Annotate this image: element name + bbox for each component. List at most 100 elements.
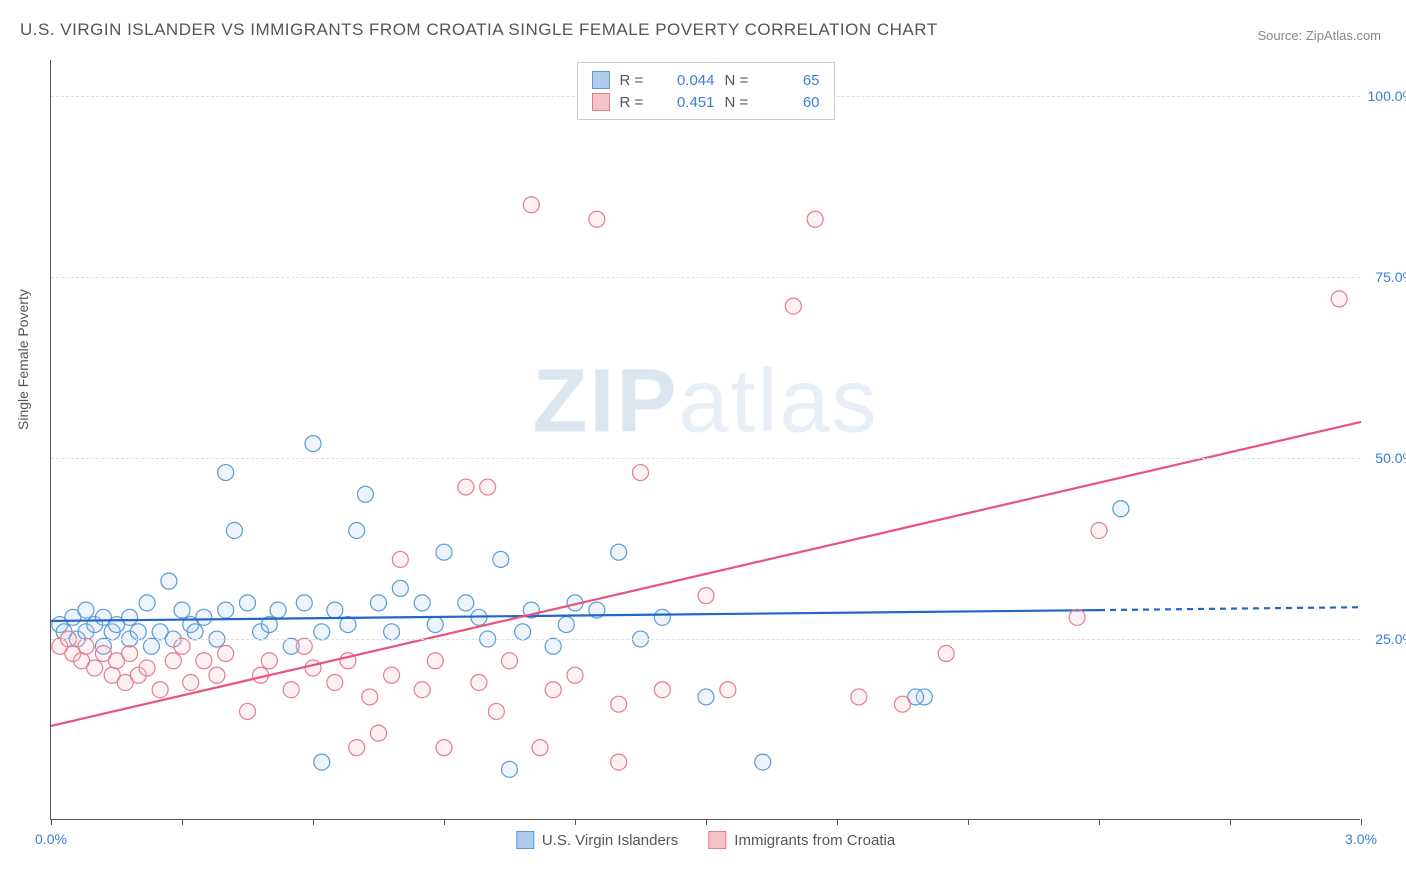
n-label: N = (725, 94, 755, 111)
data-point-series-1 (611, 754, 627, 770)
data-point-series-0 (218, 465, 234, 481)
data-point-series-0 (143, 638, 159, 654)
data-point-series-1 (589, 211, 605, 227)
data-point-series-0 (187, 624, 203, 640)
data-point-series-0 (357, 486, 373, 502)
n-value-0: 65 (765, 72, 820, 89)
data-point-series-1 (532, 740, 548, 756)
x-tick-label: 3.0% (1345, 831, 1377, 847)
correlation-legend: R = 0.044 N = 65 R = 0.451 N = 60 (577, 62, 835, 120)
data-point-series-1 (165, 653, 181, 669)
source-attribution: Source: ZipAtlas.com (1257, 28, 1381, 43)
x-tick (313, 819, 314, 825)
r-value-0: 0.044 (660, 72, 715, 89)
data-point-series-0 (436, 544, 452, 560)
data-point-series-0 (305, 436, 321, 452)
data-point-series-1 (261, 653, 277, 669)
data-point-series-0 (371, 595, 387, 611)
data-point-series-1 (436, 740, 452, 756)
data-point-series-0 (654, 609, 670, 625)
r-label: R = (620, 72, 650, 89)
data-point-series-0 (1113, 501, 1129, 517)
data-point-series-0 (130, 624, 146, 640)
y-axis-title: Single Female Poverty (15, 289, 31, 430)
legend-swatch-1 (592, 93, 610, 111)
data-point-series-1 (122, 646, 138, 662)
n-label: N = (725, 72, 755, 89)
x-tick (444, 819, 445, 825)
legend-swatch-0 (592, 71, 610, 89)
data-point-series-1 (283, 682, 299, 698)
data-point-series-1 (392, 551, 408, 567)
data-point-series-0 (161, 573, 177, 589)
trend-line-series-1 (51, 422, 1361, 726)
y-tick-label: 75.0% (1375, 269, 1406, 285)
data-point-series-1 (488, 703, 504, 719)
y-tick-label: 50.0% (1375, 450, 1406, 466)
legend-row-series-1: R = 0.451 N = 60 (592, 91, 820, 113)
data-point-series-1 (611, 696, 627, 712)
x-tick (1230, 819, 1231, 825)
data-point-series-0 (122, 609, 138, 625)
legend-row-series-0: R = 0.044 N = 65 (592, 69, 820, 91)
x-tick (837, 819, 838, 825)
x-tick (575, 819, 576, 825)
data-point-series-1 (1331, 291, 1347, 307)
x-tick (1099, 819, 1100, 825)
data-point-series-1 (152, 682, 168, 698)
data-point-series-1 (87, 660, 103, 676)
data-point-series-1 (807, 211, 823, 227)
n-value-1: 60 (765, 94, 820, 111)
series-legend: U.S. Virgin Islanders Immigrants from Cr… (516, 831, 895, 849)
x-tick-label: 0.0% (35, 831, 67, 847)
data-point-series-1 (1069, 609, 1085, 625)
data-point-series-1 (296, 638, 312, 654)
chart-plot-area: ZIPatlas R = 0.044 N = 65 R = 0.451 N = … (50, 60, 1360, 820)
data-point-series-0 (427, 617, 443, 633)
data-point-series-0 (314, 624, 330, 640)
data-point-series-0 (558, 617, 574, 633)
data-point-series-0 (545, 638, 561, 654)
data-point-series-1 (384, 667, 400, 683)
data-point-series-1 (471, 674, 487, 690)
data-point-series-1 (654, 682, 670, 698)
data-point-series-0 (240, 595, 256, 611)
data-point-series-1 (305, 660, 321, 676)
data-point-series-1 (362, 689, 378, 705)
data-point-series-1 (414, 682, 430, 698)
x-tick (182, 819, 183, 825)
data-point-series-0 (327, 602, 343, 618)
data-point-series-0 (296, 595, 312, 611)
data-point-series-1 (349, 740, 365, 756)
data-point-series-1 (698, 588, 714, 604)
data-point-series-1 (78, 638, 94, 654)
y-tick-label: 25.0% (1375, 631, 1406, 647)
scatter-plot-svg (51, 60, 1360, 819)
data-point-series-1 (720, 682, 736, 698)
data-point-series-0 (502, 761, 518, 777)
data-point-series-1 (209, 667, 225, 683)
data-point-series-1 (567, 667, 583, 683)
data-point-series-1 (480, 479, 496, 495)
x-tick (1361, 819, 1362, 825)
legend-bottom-swatch-0 (516, 831, 534, 849)
data-point-series-1 (502, 653, 518, 669)
data-point-series-0 (392, 580, 408, 596)
data-point-series-0 (78, 602, 94, 618)
data-point-series-1 (174, 638, 190, 654)
gridline (51, 277, 1360, 278)
data-point-series-0 (270, 602, 286, 618)
chart-title: U.S. VIRGIN ISLANDER VS IMMIGRANTS FROM … (20, 20, 938, 40)
data-point-series-0 (174, 602, 190, 618)
y-tick-label: 100.0% (1368, 88, 1406, 104)
x-tick (51, 819, 52, 825)
data-point-series-1 (785, 298, 801, 314)
data-point-series-1 (139, 660, 155, 676)
data-point-series-1 (938, 646, 954, 662)
data-point-series-0 (349, 522, 365, 538)
data-point-series-0 (226, 522, 242, 538)
data-point-series-0 (384, 624, 400, 640)
data-point-series-1 (545, 682, 561, 698)
data-point-series-1 (183, 674, 199, 690)
data-point-series-1 (371, 725, 387, 741)
